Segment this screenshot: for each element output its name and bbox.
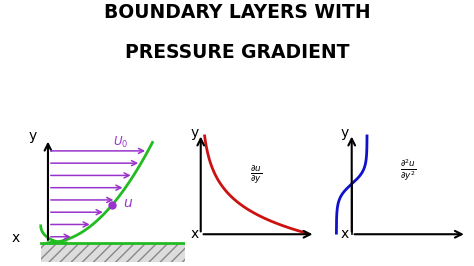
Text: y: y	[28, 129, 36, 143]
Text: y: y	[191, 126, 199, 140]
Text: BOUNDARY LAYERS WITH: BOUNDARY LAYERS WITH	[104, 3, 370, 22]
Text: $\frac{\partial^2 u}{\partial y^2}$: $\frac{\partial^2 u}{\partial y^2}$	[400, 157, 416, 183]
Text: x: x	[191, 227, 199, 240]
Text: y: y	[340, 126, 348, 140]
Text: $\frac{\partial u}{\partial y}$: $\frac{\partial u}{\partial y}$	[250, 164, 263, 186]
Text: x: x	[340, 227, 348, 240]
Text: x: x	[12, 231, 20, 244]
Text: PRESSURE GRADIENT: PRESSURE GRADIENT	[125, 43, 349, 61]
Text: $u$: $u$	[123, 196, 133, 210]
Bar	[41, 243, 185, 262]
Text: $U_0$: $U_0$	[113, 135, 128, 150]
